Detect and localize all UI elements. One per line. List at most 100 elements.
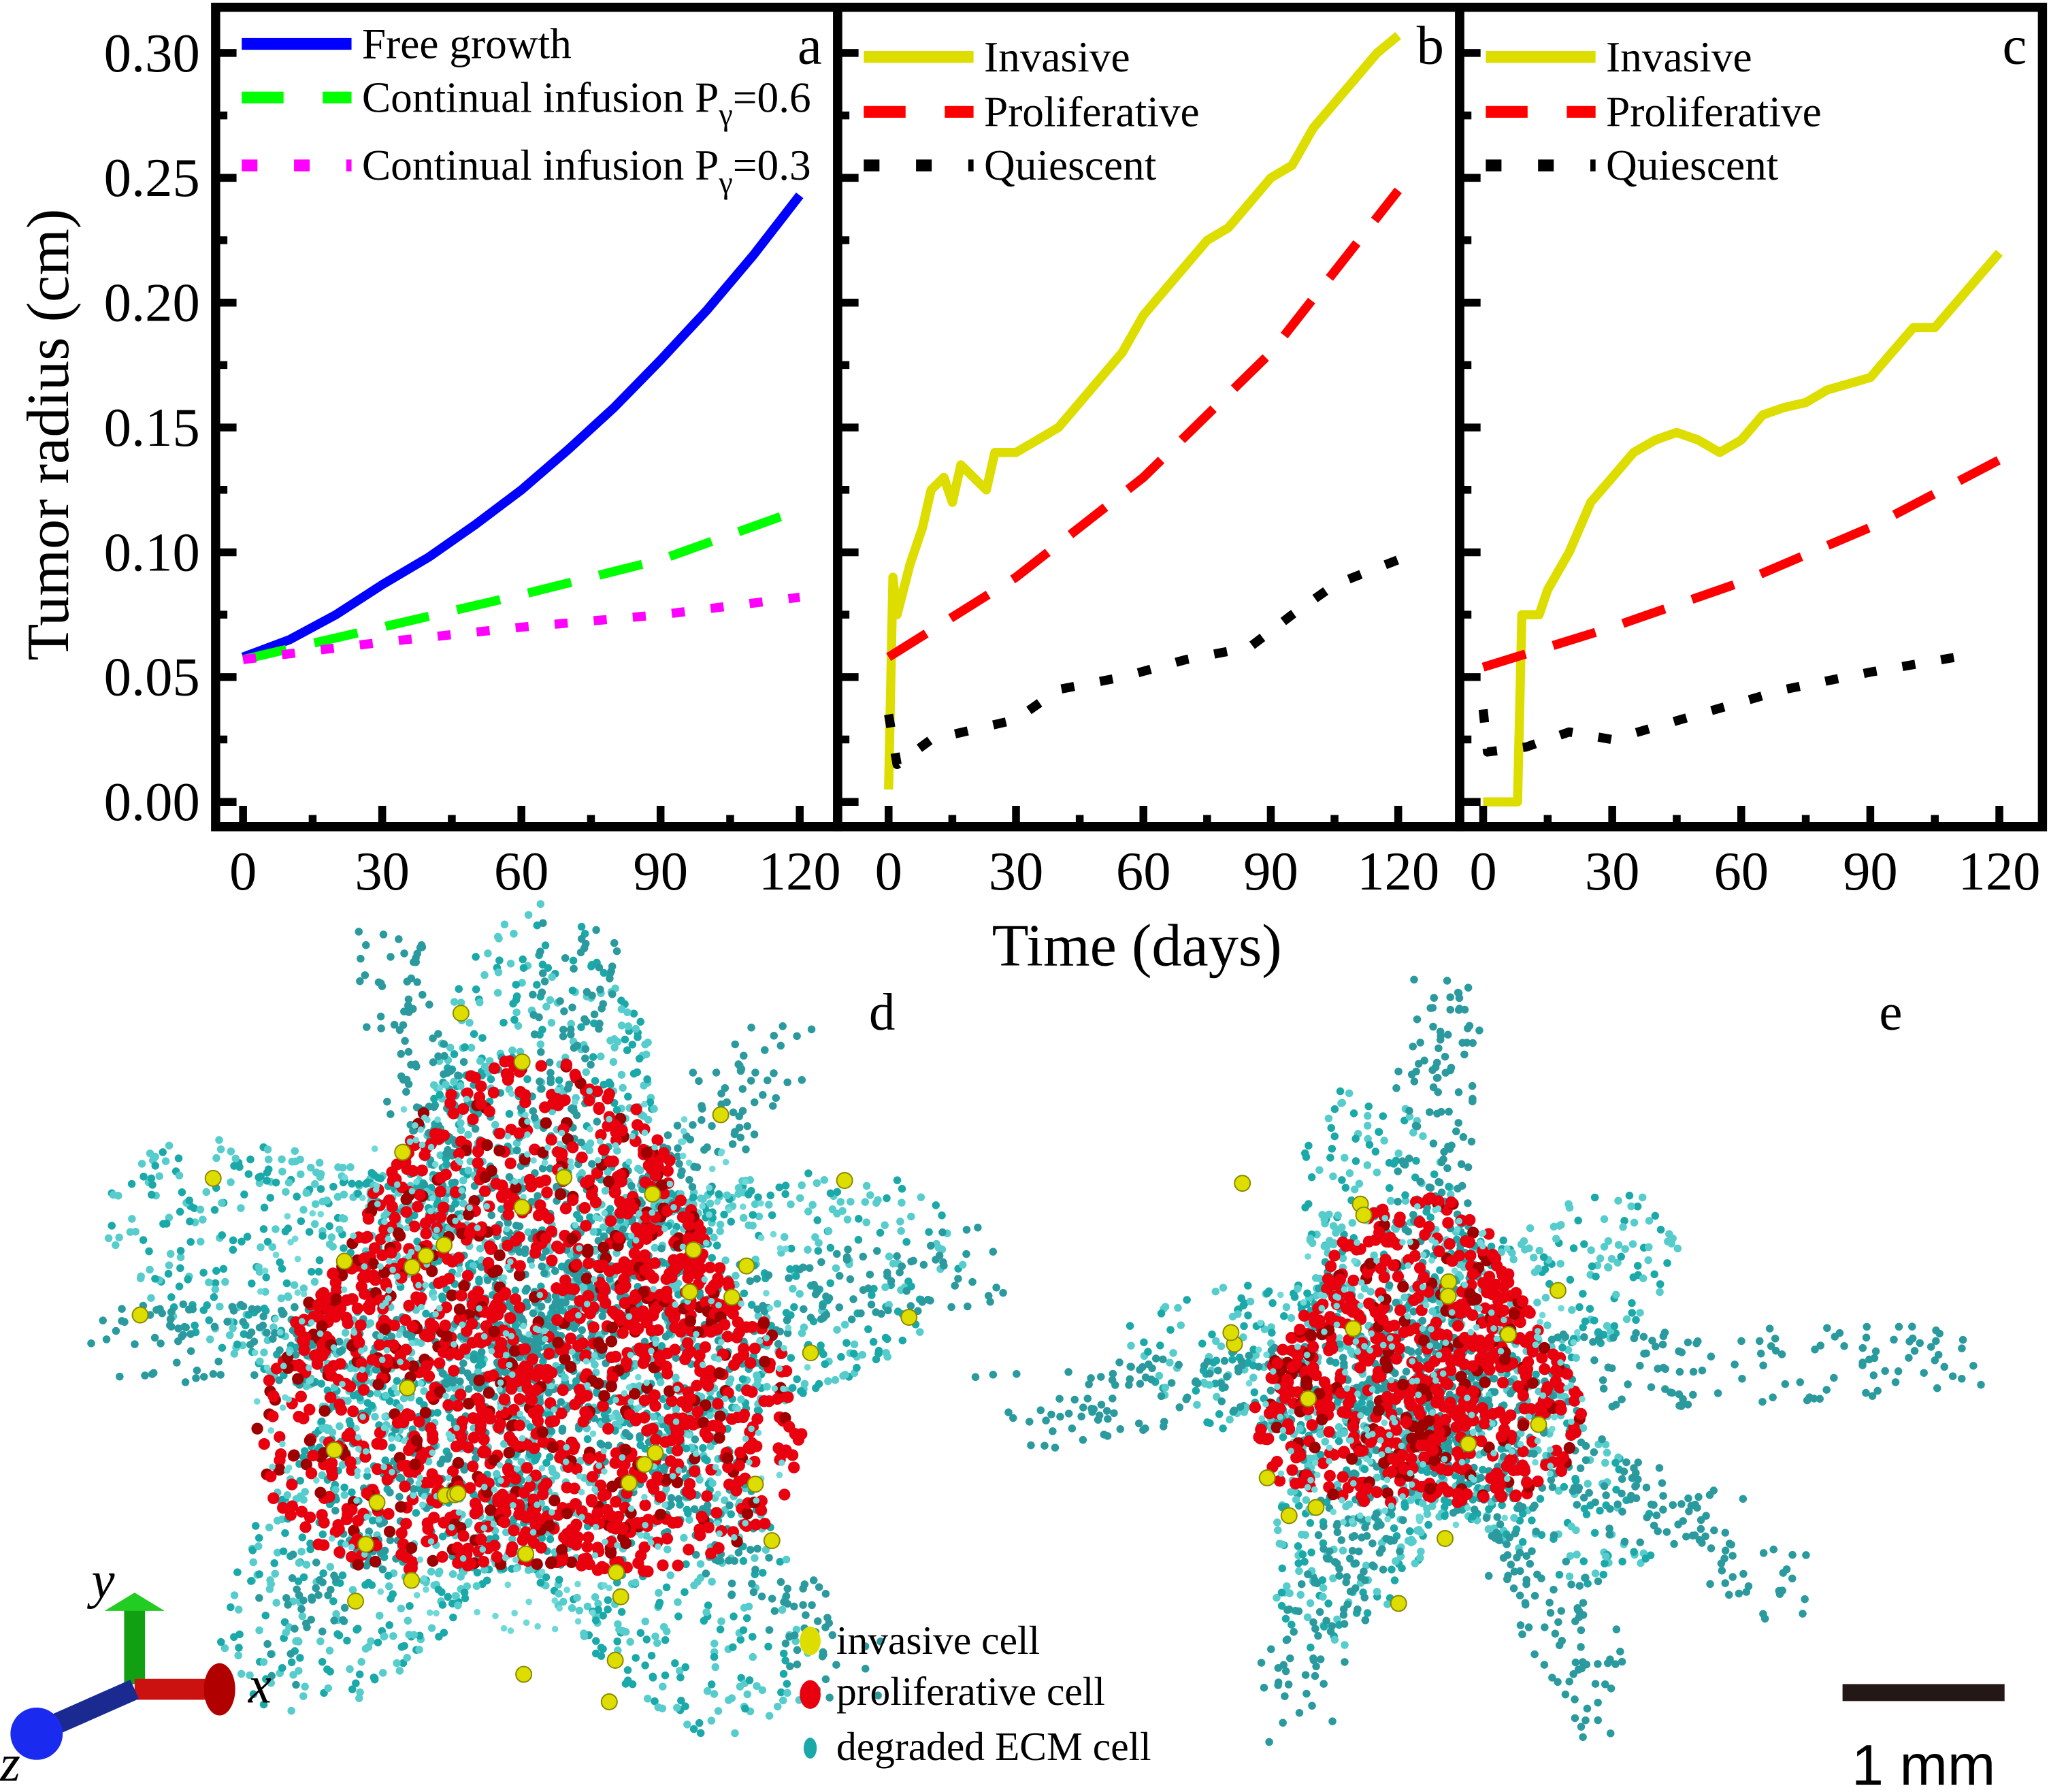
ecm-cell	[551, 1267, 559, 1275]
proliferative-cell	[438, 1516, 450, 1529]
proliferative-cell	[395, 1501, 407, 1513]
proliferative-cell	[386, 1166, 398, 1179]
ecm-cell	[546, 1078, 555, 1087]
proliferative-cell	[519, 1096, 531, 1109]
ecm-cell	[893, 1252, 901, 1260]
ecm-cell	[176, 1253, 185, 1262]
proliferative-cell	[299, 1331, 312, 1343]
ecm-cell	[804, 1207, 813, 1216]
proliferative-cell	[413, 1188, 426, 1201]
ecm-cell	[749, 1588, 758, 1597]
ecm-cell	[283, 1490, 292, 1499]
ecm-cell	[233, 1340, 242, 1349]
ecm-cell	[326, 1667, 334, 1676]
ecm-cell	[176, 1264, 184, 1273]
ecm-cell	[210, 1293, 218, 1301]
ecm-cell	[536, 947, 544, 956]
ecm-cell	[297, 1547, 306, 1556]
proliferative-cell	[638, 1412, 651, 1424]
proliferative-cell	[672, 1559, 684, 1571]
ecm-cell	[253, 1305, 262, 1314]
ecm-cell	[606, 974, 614, 983]
ecm-cell	[450, 998, 459, 1006]
ecm-cell	[798, 1181, 806, 1190]
ecm-cell	[894, 1307, 902, 1316]
ecm-cell	[112, 1241, 120, 1250]
ecm-cell	[230, 1350, 239, 1358]
ecm-cell	[248, 1546, 257, 1554]
proliferative-cell	[513, 1393, 526, 1405]
ecm-cell	[228, 1303, 237, 1311]
ecm-cell	[595, 1024, 603, 1033]
ecm-cell	[613, 1637, 621, 1646]
ecm-cell	[793, 1375, 801, 1384]
ecm-cell	[636, 1629, 645, 1638]
ecm-cell	[732, 1271, 740, 1280]
proliferative-cell	[358, 1252, 370, 1265]
ecm-cell	[596, 985, 604, 994]
ecm-cell	[836, 1198, 845, 1206]
ecm-cell	[689, 1193, 698, 1202]
proliferative-cell	[606, 1480, 619, 1493]
ecm-cell	[147, 1190, 156, 1199]
ecm-cell	[290, 1281, 299, 1289]
ecm-cell	[568, 986, 577, 995]
ecm-cell	[316, 1170, 325, 1178]
ecm-cell	[763, 1076, 772, 1085]
ecm-cell	[635, 1054, 644, 1063]
proliferative-cell	[448, 1365, 460, 1377]
proliferative-cell	[357, 1384, 370, 1396]
ecm-cell	[727, 1579, 736, 1588]
proliferative-cell	[598, 1390, 610, 1402]
ecm-cell	[938, 1228, 947, 1237]
ecm-cell	[682, 1444, 691, 1452]
ecm-cell	[151, 1162, 159, 1170]
ecm-cell	[599, 1612, 607, 1620]
tumor-renders	[87, 900, 1985, 1746]
proliferative-cell	[497, 1516, 510, 1528]
ecm-cell	[717, 1617, 725, 1625]
ecm-cell	[575, 1606, 584, 1615]
proliferative-cell	[505, 1383, 518, 1395]
ecm-cell	[219, 1265, 228, 1273]
ecm-cell	[909, 1256, 917, 1265]
ecm-cell	[266, 1576, 274, 1584]
ecm-cell	[227, 1147, 235, 1156]
proliferative-cell	[543, 1348, 555, 1360]
ecm-cell	[338, 1214, 346, 1222]
ecm-cell	[146, 1265, 154, 1274]
ecm-cell	[491, 1120, 499, 1129]
ecm-cell	[248, 1280, 256, 1288]
ecm-cell	[473, 1568, 482, 1577]
ecm-cell	[590, 1010, 599, 1019]
ecm-cell	[145, 1247, 153, 1256]
ecm-cell	[897, 1226, 905, 1235]
proliferative-cell	[605, 1335, 618, 1348]
ecm-cell	[700, 1145, 708, 1154]
ecm-cell	[612, 1106, 621, 1114]
ecm-cell	[165, 1213, 174, 1222]
ecm-cell	[299, 1692, 308, 1700]
ecm-cell	[218, 1343, 227, 1352]
ecm-cell	[696, 1729, 705, 1738]
ecm-cell	[174, 1324, 182, 1333]
ecm-cell	[650, 1105, 658, 1113]
ecm-cell	[833, 1326, 841, 1334]
ecm-cell	[542, 1003, 551, 1011]
ecm-cell	[589, 1053, 597, 1061]
proliferative-cell	[578, 1202, 591, 1214]
ecm-cell	[558, 1427, 567, 1435]
ecm-cell	[329, 1243, 337, 1251]
ecm-cell	[597, 1052, 605, 1060]
ecm-cell	[772, 1094, 781, 1103]
ecm-cell	[166, 1250, 175, 1258]
ecm-cell	[374, 1638, 382, 1647]
ecm-cell	[495, 956, 504, 964]
ecm-cell	[883, 1194, 891, 1203]
proliferative-cell	[491, 1550, 503, 1563]
ecm-cell	[608, 990, 617, 998]
ecm-cell	[690, 1581, 698, 1590]
ecm-cell	[753, 1371, 761, 1380]
ecm-cell	[506, 960, 515, 968]
ecm-cell	[376, 1174, 385, 1183]
